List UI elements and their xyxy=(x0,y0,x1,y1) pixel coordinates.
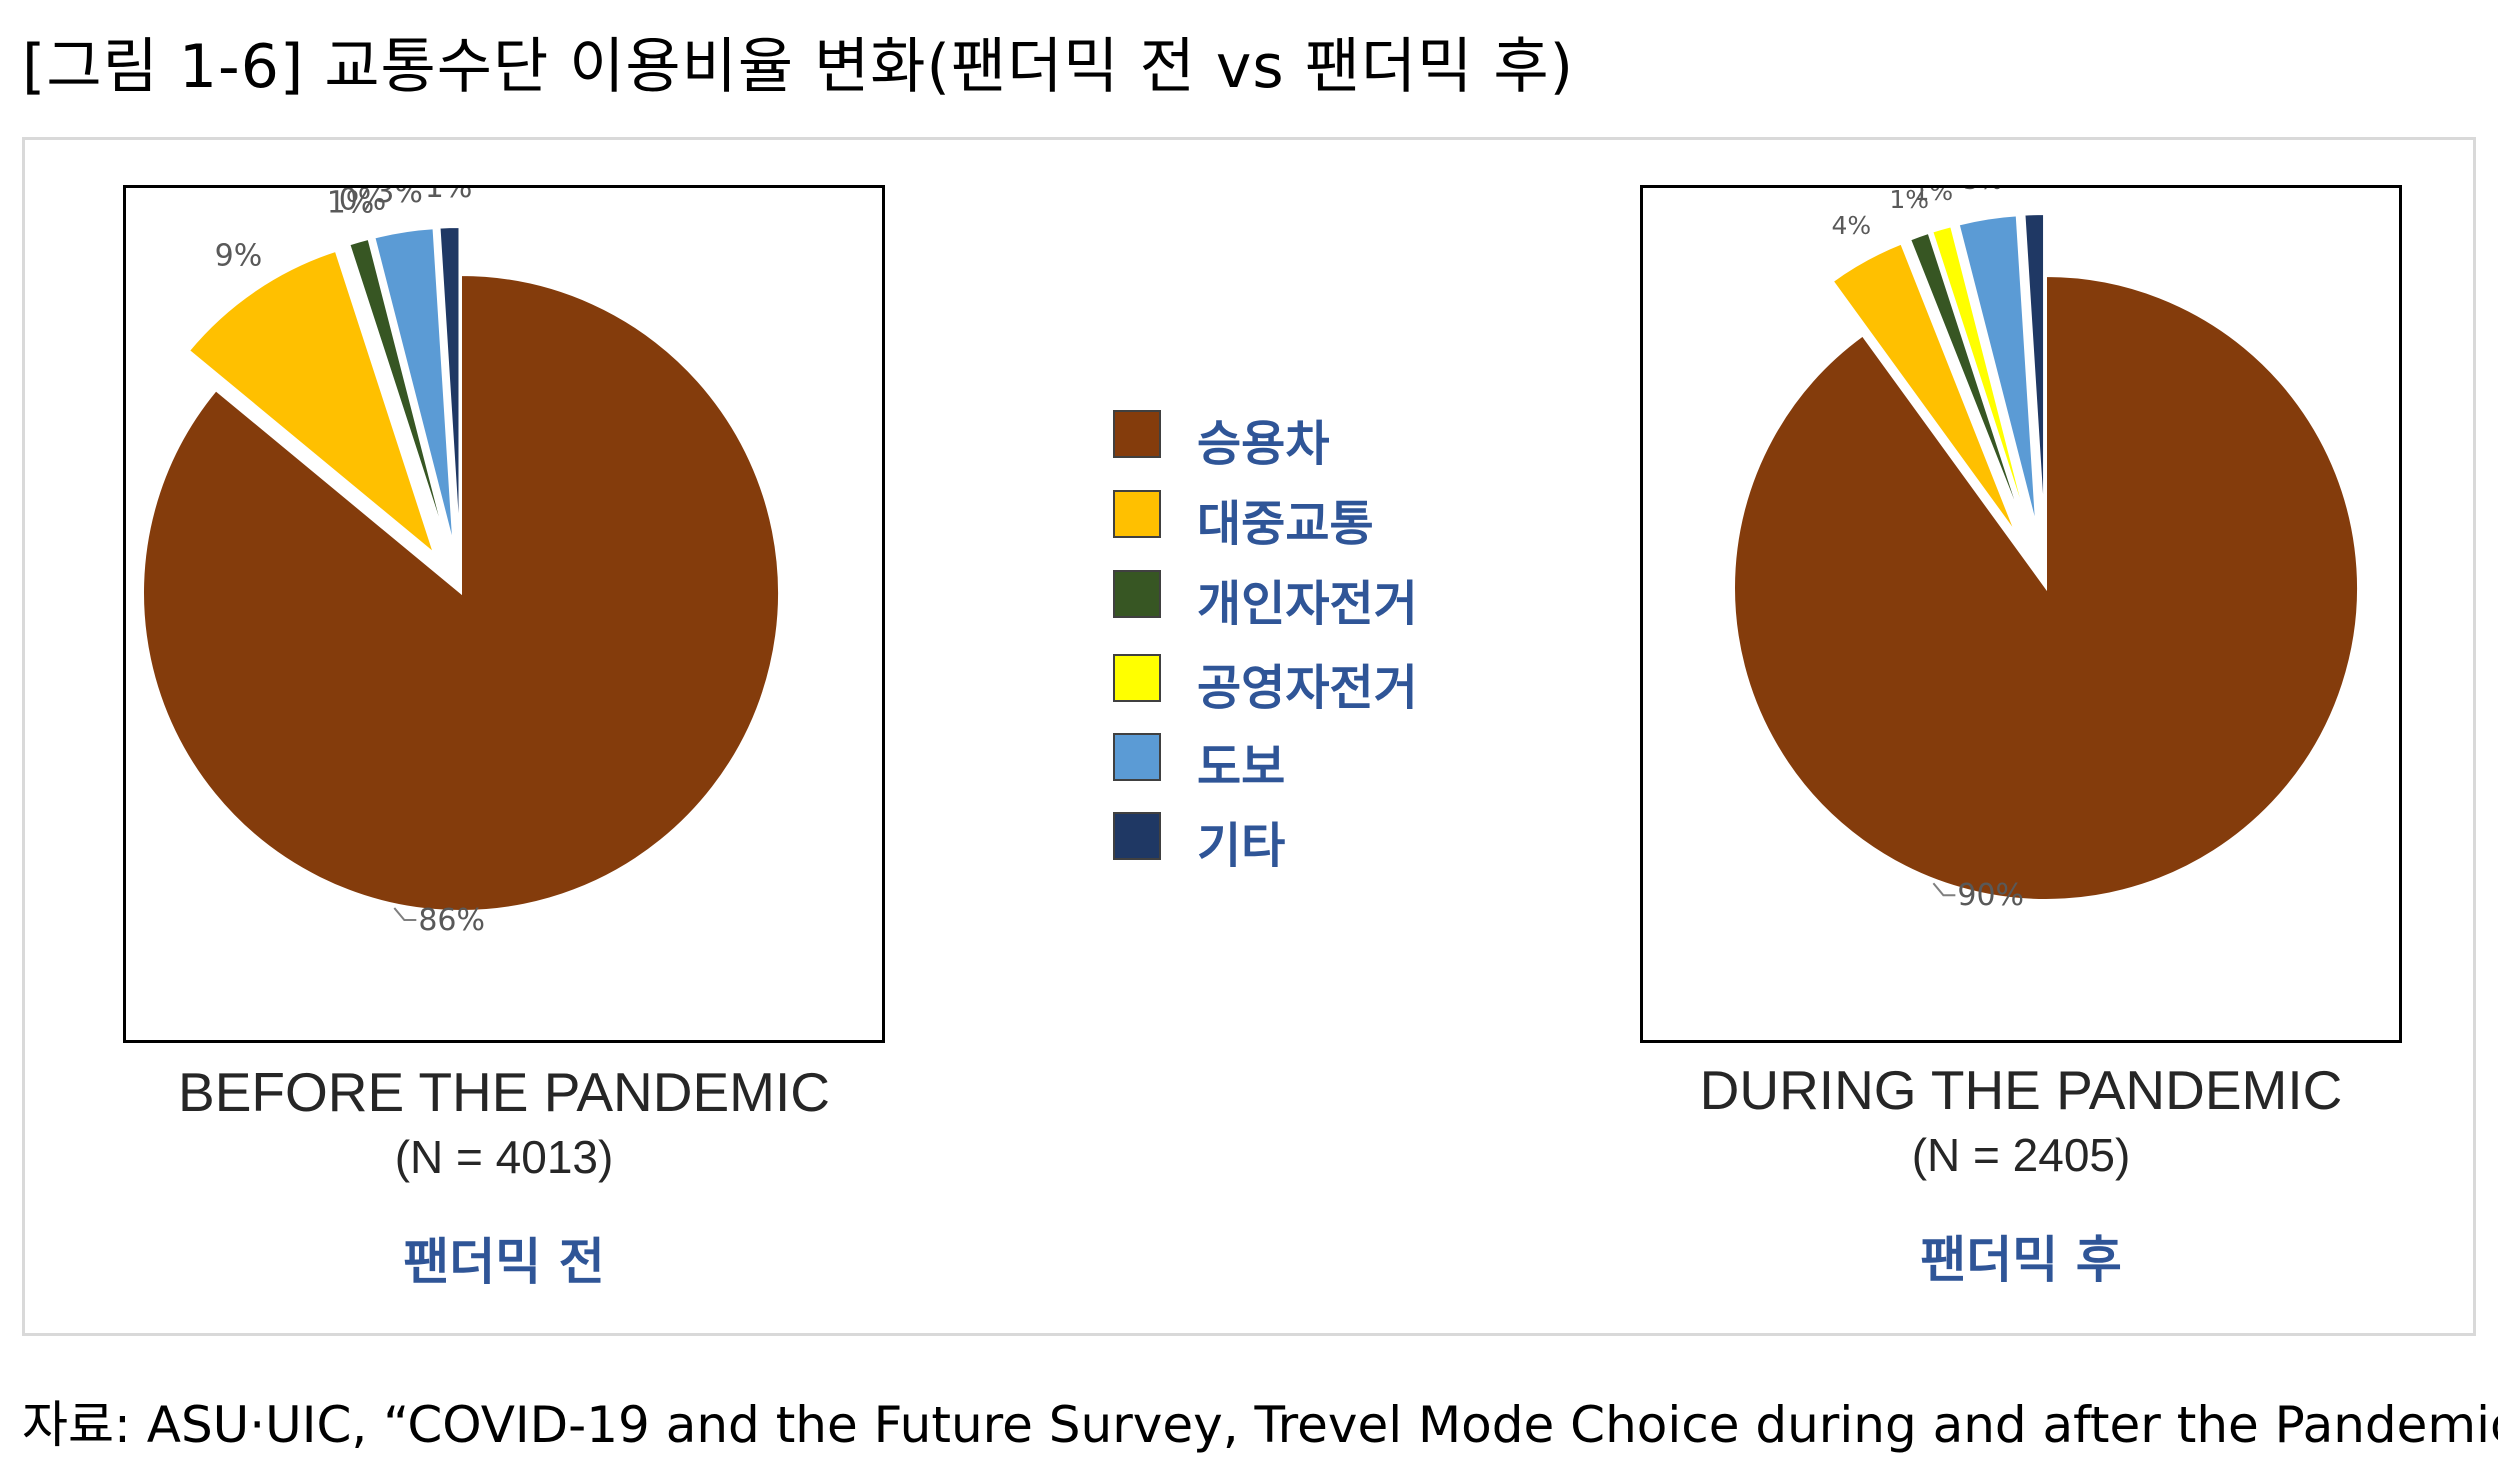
data-label-other: 1% xyxy=(2013,188,2053,190)
legend-label: 개인자전거 xyxy=(1197,576,1418,632)
figure-title: [그림 1-6] 교통수단 이용비율 변화(팬더믹 전 vs 팬더믹 후) xyxy=(22,32,1574,102)
pie-slice-car xyxy=(142,273,780,912)
pie-slice-other xyxy=(2023,213,2046,527)
pie-slice-car xyxy=(1733,274,2359,901)
legend-label: 기타 xyxy=(1197,818,1286,874)
pie-chart-during: 90%4%1%1%3%1% xyxy=(1733,188,2359,913)
figure-frame xyxy=(22,137,2476,1336)
legend-label: 승용차 xyxy=(1197,416,1330,472)
data-label-private-bike: 1% xyxy=(1889,188,1929,214)
legend-swatch xyxy=(1113,812,1161,860)
data-label-other: 1% xyxy=(425,188,473,205)
pie-chart-before: 86%9%1%0%3%1% xyxy=(142,188,780,938)
chart-title-before: BEFORE THE PANDEMIC xyxy=(178,1061,830,1123)
data-label-walk: 3% xyxy=(1963,188,2003,195)
chart-title-during: DURING THE PANDEMIC xyxy=(1699,1059,2343,1121)
pie-slice-shared-bike xyxy=(368,236,451,547)
legend-swatch xyxy=(1113,490,1161,538)
legend-swatch xyxy=(1113,410,1161,458)
data-label-car: 90% xyxy=(1957,878,2024,913)
pie-chart-during-frame: 90%4%1%1%3%1% xyxy=(1640,185,2402,1043)
legend-label: 도보 xyxy=(1197,739,1286,795)
legend-label: 대중교통 xyxy=(1197,496,1374,552)
pie-chart-before-frame: 86%9%1%0%3%1% xyxy=(123,185,885,1043)
data-label-leader xyxy=(1932,882,1956,897)
chart-subtitle-during: (N = 2405) xyxy=(1911,1129,2131,1181)
data-label-leader xyxy=(393,907,417,922)
pie-slice-walk xyxy=(1957,214,2038,528)
pie-slice-private-bike xyxy=(1908,231,2026,531)
data-label-public-transit: 9% xyxy=(215,238,263,273)
legend-label: 공영자전거 xyxy=(1197,660,1418,716)
source-note: 자료: ASU·UIC, “COVID-19 and the Future Su… xyxy=(22,1396,2498,1454)
chart-caption-during: 팬더믹 후 xyxy=(1920,1231,2122,1289)
legend-swatch xyxy=(1113,570,1161,618)
data-label-shared-bike: 0% xyxy=(339,188,387,217)
data-label-shared-bike: 1% xyxy=(1913,188,1953,206)
data-label-walk: 3% xyxy=(375,188,423,210)
data-label-private-bike: 1% xyxy=(327,188,375,221)
pie-slice-public-transit xyxy=(187,249,437,557)
legend-swatch xyxy=(1113,733,1161,781)
pie-slice-other xyxy=(438,226,461,546)
legend-swatch xyxy=(1113,654,1161,702)
pie-slice-private-bike xyxy=(348,237,449,548)
pie-slice-shared-bike xyxy=(1931,225,2030,529)
chart-subtitle-before: (N = 4013) xyxy=(394,1131,614,1183)
chart-caption-before: 팬더믹 전 xyxy=(403,1233,605,1291)
pie-slice-public-transit xyxy=(1831,242,2018,535)
data-label-car: 86% xyxy=(418,903,485,938)
data-label-public-transit: 4% xyxy=(1832,211,1872,240)
pie-slice-walk xyxy=(373,227,455,546)
